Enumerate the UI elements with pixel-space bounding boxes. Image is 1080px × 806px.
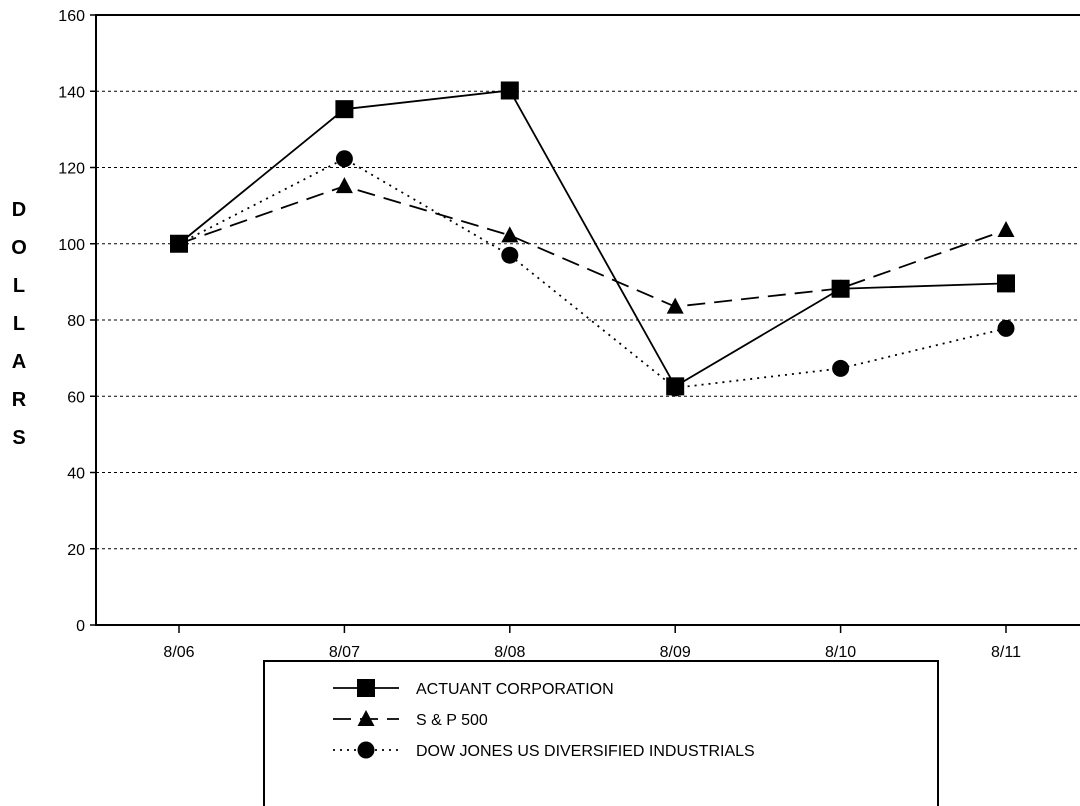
x-tick-label: 8/09: [660, 644, 691, 661]
series-square: [170, 81, 1015, 396]
y-tick-label: 40: [67, 466, 85, 483]
legend-label: S & P 500: [416, 712, 488, 729]
legend-entry: DOW JONES US DIVERSIFIED INDUSTRIALS: [333, 741, 755, 760]
axes-layer: [95, 14, 1080, 626]
legend-box: [263, 660, 939, 806]
series-line: [178, 89, 1007, 388]
series-layer: [170, 81, 1015, 397]
y-axis-label-letter: L: [13, 313, 25, 335]
legend-marker-circle: [357, 741, 375, 759]
x-tick-label: 8/10: [825, 644, 856, 661]
legend-marker-square: [357, 679, 375, 697]
x-tick-label: 8/07: [329, 644, 360, 661]
y-axis-label-letter: R: [12, 389, 27, 411]
data-point-square: [170, 234, 188, 253]
y-tick-labels: 0 20 40 60 80 100 120 140 160: [58, 8, 85, 635]
series-line: [178, 157, 1007, 389]
y-tick-label: 100: [58, 237, 85, 254]
legend-label: DOW JONES US DIVERSIFIED INDUSTRIALS: [416, 743, 755, 760]
x-tick-label: 8/08: [494, 644, 525, 661]
data-point-circle: [501, 246, 519, 264]
series-circle: [170, 150, 1015, 397]
y-tick-label: 0: [76, 618, 85, 635]
x-tick-label: 8/11: [991, 644, 1021, 661]
y-axis-label-letter: A: [12, 351, 26, 373]
legend-label: ACTUANT CORPORATION: [416, 681, 614, 698]
data-point-triangle: [501, 226, 519, 243]
y-tick-label: 160: [58, 8, 85, 25]
y-axis-label-letter: L: [13, 275, 25, 297]
data-point-square: [831, 279, 850, 298]
data-point-triangle: [997, 221, 1015, 238]
x-tick-label: 8/06: [163, 644, 194, 661]
data-point-circle: [832, 359, 850, 377]
y-tick-label: 20: [67, 542, 85, 559]
y-axis-label-letter: D: [12, 199, 26, 221]
legend: ACTUANT CORPORATION S & P 500 DOW JONES US…: [263, 660, 939, 806]
series-line: [178, 185, 1007, 308]
data-point-circle: [997, 319, 1015, 337]
grid-layer: [90, 14, 1080, 633]
legend-entry: ACTUANT CORPORATION: [333, 679, 614, 698]
data-point-square: [997, 274, 1015, 293]
y-axis-label-letter: O: [11, 237, 27, 259]
data-point-triangle: [335, 177, 353, 194]
y-axis-label-letter: S: [12, 427, 25, 449]
y-tick-label: 140: [58, 84, 85, 101]
y-tick-label: 120: [58, 161, 85, 178]
series-triangle: [170, 177, 1015, 314]
data-point-circle: [335, 150, 353, 168]
data-point-square: [666, 377, 685, 396]
legend-marker-triangle: [357, 710, 375, 726]
y-tick-label: 80: [67, 313, 85, 330]
data-point-square: [500, 81, 519, 100]
data-point-square: [335, 100, 354, 119]
legend-entry: S & P 500: [333, 710, 488, 729]
x-tick-labels: 8/06 8/07 8/08 8/09 8/10 8/11: [163, 644, 1021, 661]
data-point-triangle: [666, 297, 684, 314]
y-tick-label: 60: [67, 389, 85, 406]
